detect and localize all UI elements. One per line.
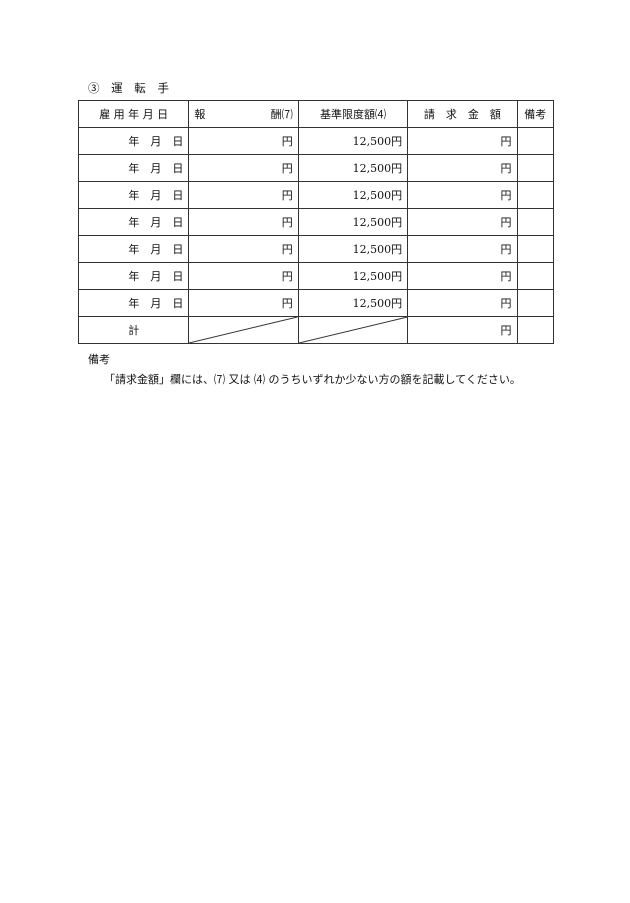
header-limit: 基準限度額⑷ <box>297 100 409 128</box>
diagonal-line <box>299 317 407 343</box>
row-note[interactable] <box>516 154 555 182</box>
header-reward: 報 酬⑺ <box>188 100 299 128</box>
row-claim[interactable]: 円 <box>407 235 518 263</box>
remarks-text: 「請求金額」欄には、⑺ 又は ⑷ のうちいずれか少ない方の額を記載してください。 <box>104 373 521 386</box>
table-row: 年 月 日円 12,500円円 <box>77 154 555 182</box>
row-note[interactable] <box>516 262 555 290</box>
table-row: 年 月 日円 12,500円円 <box>77 262 555 290</box>
header-claim: 請 求 金 額 <box>407 100 518 128</box>
row-reward[interactable]: 円 <box>188 181 299 209</box>
row-claim[interactable]: 円 <box>407 289 518 317</box>
row-limit: 12,500円 <box>297 235 409 263</box>
row-reward[interactable]: 円 <box>188 262 299 290</box>
total-limit-crossed <box>297 316 409 344</box>
total-row: 計 円 <box>77 316 555 344</box>
row-claim[interactable]: 円 <box>407 154 518 182</box>
row-date[interactable]: 年 月 日 <box>77 181 190 209</box>
row-limit: 12,500円 <box>297 289 409 317</box>
row-note[interactable] <box>516 208 555 236</box>
row-claim[interactable]: 円 <box>407 262 518 290</box>
row-date[interactable]: 年 月 日 <box>77 262 190 290</box>
row-reward[interactable]: 円 <box>188 154 299 182</box>
table-row: 年 月 日円 12,500円円 <box>77 127 555 155</box>
table-header-row: 雇 用 年 月 日 報 酬⑺ 基準限度額⑷ 請 求 金 額 備考 <box>77 100 555 128</box>
row-claim[interactable]: 円 <box>407 127 518 155</box>
driver-claim-table: 雇 用 年 月 日 報酬⑺ 基準限度額⑷ 請 求 金 額 備考 年 月 日円 12… <box>77 100 555 344</box>
total-note[interactable] <box>516 316 555 344</box>
remarks-heading: 備考 <box>88 353 110 366</box>
row-limit: 12,500円 <box>297 127 409 155</box>
row-claim[interactable]: 円 <box>407 181 518 209</box>
header-reward-right: 酬⑺ <box>270 108 293 121</box>
header-employment-date: 雇 用 年 月 日 <box>77 100 190 128</box>
table-row: 年 月 日円 12,500円円 <box>77 289 555 317</box>
header-reward-left: 報 <box>194 108 206 121</box>
row-note[interactable] <box>516 127 555 155</box>
total-reward-crossed <box>188 316 299 344</box>
row-date[interactable]: 年 月 日 <box>77 154 190 182</box>
row-limit: 12,500円 <box>297 154 409 182</box>
table-row: 年 月 日円 12,500円円 <box>77 181 555 209</box>
row-reward[interactable]: 円 <box>188 208 299 236</box>
row-date[interactable]: 年 月 日 <box>77 127 190 155</box>
row-limit: 12,500円 <box>297 208 409 236</box>
diagonal-line <box>189 317 297 343</box>
row-limit: 12,500円 <box>297 181 409 209</box>
row-reward[interactable]: 円 <box>188 289 299 317</box>
row-note[interactable] <box>516 289 555 317</box>
row-date[interactable]: 年 月 日 <box>77 208 190 236</box>
row-claim[interactable]: 円 <box>407 208 518 236</box>
row-reward[interactable]: 円 <box>188 235 299 263</box>
row-limit: 12,500円 <box>297 262 409 290</box>
table-row: 年 月 日円 12,500円円 <box>77 208 555 236</box>
row-note[interactable] <box>516 181 555 209</box>
row-date[interactable]: 年 月 日 <box>77 235 190 263</box>
total-label: 計 <box>77 316 190 344</box>
row-reward[interactable]: 円 <box>188 127 299 155</box>
row-date[interactable]: 年 月 日 <box>77 289 190 317</box>
row-note[interactable] <box>516 235 555 263</box>
section-title: ③ 運 転 手 <box>88 81 173 95</box>
total-claim[interactable]: 円 <box>407 316 518 344</box>
table-row: 年 月 日円 12,500円円 <box>77 235 555 263</box>
header-note: 備考 <box>516 100 555 128</box>
